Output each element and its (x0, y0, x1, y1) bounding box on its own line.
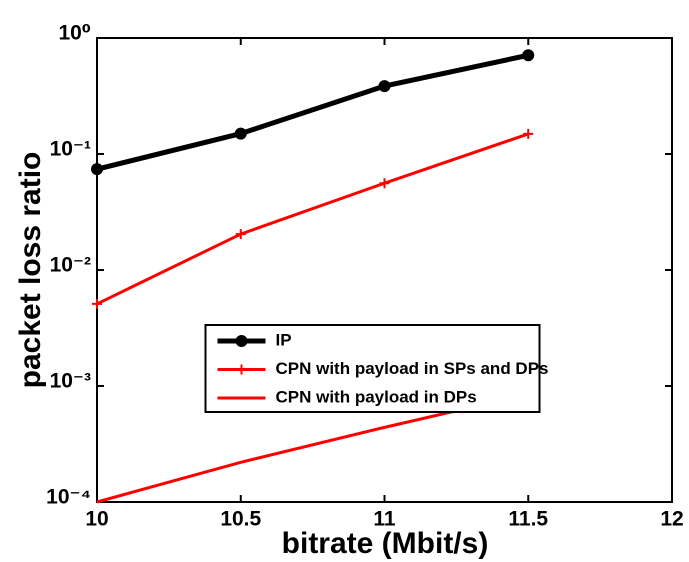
legend-label: CPN with payload in SPs and DPs (276, 359, 549, 378)
legend-label: CPN with payload in DPs (276, 387, 477, 406)
y-tick-label: 10⁻¹ (50, 138, 91, 161)
data-point (522, 49, 535, 62)
y-tick-label: 10⁻² (50, 254, 91, 277)
legend-marker (236, 364, 247, 375)
x-tick-label: 12 (660, 508, 683, 531)
x-tick-label: 10 (85, 508, 108, 531)
series-line (96, 52, 529, 172)
x-tick-label: 11 (373, 508, 396, 531)
plot-frame (96, 37, 673, 503)
data-point (523, 128, 534, 139)
y-axis-label: packet loss ratio (14, 152, 47, 389)
data-point (235, 229, 246, 240)
x-tick-label: 11.5 (508, 508, 548, 531)
data-point (234, 127, 247, 140)
data-point (378, 80, 391, 93)
x-tick-label: 10.5 (220, 508, 261, 531)
y-tick-label: 10⁻⁴ (46, 486, 91, 509)
series-line (96, 132, 529, 306)
x-axis-label: bitrate (Mbit/s) (282, 527, 489, 560)
data-point (91, 163, 103, 176)
data-point (92, 298, 102, 309)
legend-label: IP (276, 330, 292, 349)
legend-marker (235, 335, 248, 347)
y-tick-label: 10⁻³ (50, 370, 91, 393)
legend: IP CPN with payload in SPs and DPs CPN wit… (204, 324, 549, 413)
data-point (379, 178, 390, 189)
y-tick-label: 10⁰ (58, 22, 91, 45)
